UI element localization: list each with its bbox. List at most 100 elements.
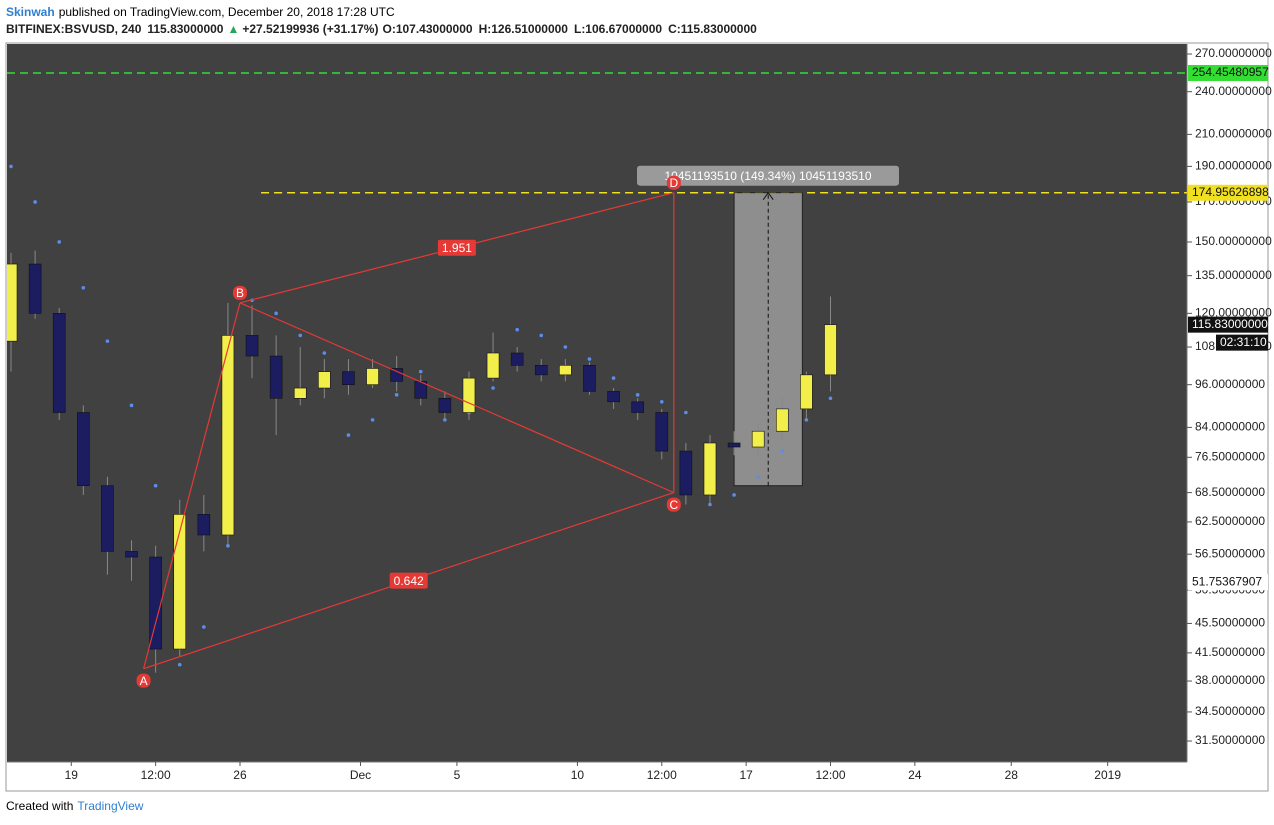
sar-dot [298, 333, 303, 338]
candle-body [245, 335, 259, 357]
pattern-point-label: D [669, 176, 678, 190]
sar-dot [611, 376, 616, 380]
published: published on TradingView.com, December 2… [59, 5, 395, 19]
price-label: 254.45480957 [1192, 65, 1269, 79]
ratio-label: 1.951 [442, 241, 472, 255]
candle-body [583, 365, 596, 392]
x-tick-label: 12:00 [815, 768, 845, 782]
sar-dot [659, 399, 664, 404]
candle-body [173, 514, 187, 650]
author[interactable]: Skinwah [6, 5, 55, 19]
y-tick-label: 240.00000000 [1195, 84, 1272, 98]
sar-dot [780, 449, 785, 453]
sar-dot [33, 200, 37, 204]
close: C:115.83000000 [668, 22, 757, 36]
pattern-point-marker [666, 497, 681, 512]
open: O:107.43000000 [382, 22, 472, 36]
header-line-1: Skinwah published on TradingView.com, Dec… [6, 5, 395, 19]
footer-brand[interactable]: TradingView [77, 799, 143, 813]
volume-label: 51.75367907 [1192, 574, 1262, 588]
countdown: 02:31:10 [1220, 335, 1267, 349]
y-tick-label: 76.50000000 [1195, 449, 1265, 463]
high: H:126.51000000 [479, 22, 569, 36]
sar-dot [587, 357, 592, 361]
y-tick-label: 96.00000000 [1195, 377, 1265, 391]
x-tick-label: 19 [65, 768, 79, 782]
candle-body [559, 365, 572, 376]
y-tick-label: 120.00000000 [1195, 306, 1272, 320]
x-tick-label: 5 [454, 768, 461, 782]
sar-dot [370, 418, 375, 422]
x-tick-label: 28 [1005, 768, 1019, 782]
frame [5, 42, 1269, 792]
sar-dot [57, 240, 62, 244]
y-tick-label: 56.50000000 [1195, 546, 1265, 560]
x-tick-label: 26 [233, 768, 247, 782]
candle-body [342, 371, 355, 385]
candle-body [52, 313, 66, 413]
y-tick-label: 31.50000000 [1195, 733, 1265, 747]
candle-body [101, 485, 114, 552]
pattern-point-label: A [140, 674, 148, 688]
candle-body [77, 412, 90, 486]
sar-dot [635, 393, 640, 397]
sar-dot [346, 433, 351, 437]
candle-body [679, 450, 693, 496]
sar-dot [9, 164, 13, 169]
candle-body [703, 442, 717, 496]
price-label: 174.95626898 [1192, 185, 1269, 199]
candle-body [462, 377, 476, 413]
header-line-2: BITFINEX:BSVUSD, 240 115.83000000 ▲ +27.521… [6, 22, 757, 36]
y-tick-label: 210.00000000 [1195, 127, 1272, 141]
pattern-line [142, 302, 241, 669]
candle-body [534, 365, 548, 376]
x-tick-label: 12:00 [647, 768, 677, 782]
sar-dot [828, 396, 833, 401]
pattern-line [239, 302, 675, 494]
candle-body [438, 397, 452, 413]
candle-body [293, 387, 307, 399]
sar-dot [563, 345, 568, 349]
candle-body [510, 352, 524, 366]
candle-body [269, 355, 283, 399]
candle-body [28, 263, 42, 314]
last-price: 115.83000000 [1192, 317, 1268, 331]
price-label-box [1188, 184, 1268, 201]
y-tick-label: 41.50000000 [1195, 645, 1265, 659]
candle-body [775, 408, 789, 432]
sar-dot [129, 403, 134, 408]
ratio-box [389, 572, 428, 589]
projection-label-box [637, 165, 899, 186]
footer-created: Created with [6, 799, 73, 813]
change: +27.52199936 (+31.17%) [242, 22, 378, 36]
candle-body [486, 352, 500, 379]
axes: 270.00000000 240.00000000 210.00000000 190.… [65, 46, 1272, 782]
sar-dot [81, 285, 86, 290]
x-tick-label: 10 [571, 768, 585, 782]
sar-dot [756, 474, 760, 479]
candle-body [727, 442, 741, 448]
sar-dot [322, 351, 327, 355]
plot-area [7, 44, 1187, 762]
pattern-point-label: B [236, 286, 244, 300]
x-tick-label: 2019 [1094, 768, 1121, 782]
plot: 1.951 0.642 10451193510 (149.34%) 10451193… [7, 72, 1187, 688]
sar-dot [515, 327, 519, 332]
candle-body [318, 371, 331, 389]
low: L:106.67000000 [574, 22, 662, 36]
pattern-point-marker [232, 285, 247, 300]
volume-label-box [1188, 574, 1268, 591]
y-tick-label: 270.00000000 [1195, 46, 1272, 60]
projection-label: 10451193510 (149.34%) 10451193510 [664, 169, 871, 183]
up-arrow: ▲ [227, 22, 239, 36]
symbol: BITFINEX:BSVUSD, 240 [6, 22, 142, 36]
sar-dot [539, 333, 544, 338]
y-tick-label: 68.50000000 [1195, 485, 1265, 499]
candle-body [7, 263, 18, 342]
y-tick-label: 190.00000000 [1195, 159, 1272, 173]
candle-body [800, 374, 813, 410]
pattern-point-marker [136, 673, 151, 688]
last-price-box [1188, 316, 1268, 333]
projection-arrow-head [762, 191, 774, 200]
